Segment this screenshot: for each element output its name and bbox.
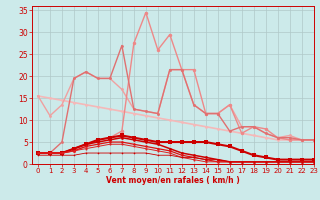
- X-axis label: Vent moyen/en rafales ( km/h ): Vent moyen/en rafales ( km/h ): [106, 176, 240, 185]
